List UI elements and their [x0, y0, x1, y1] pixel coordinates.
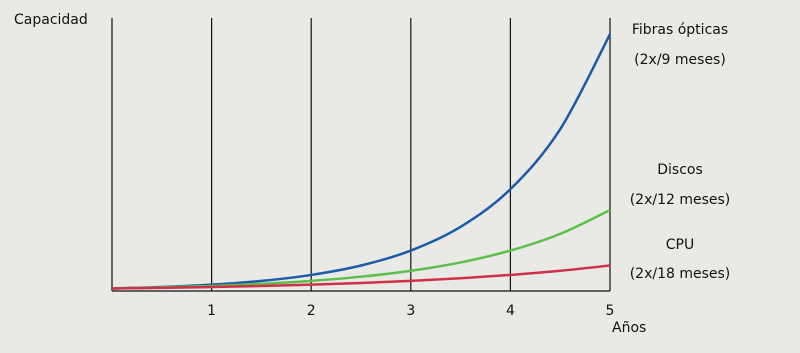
x-axis-label: Años	[612, 320, 646, 336]
x-tick-label: 4	[506, 303, 515, 319]
series-label: Discos	[657, 162, 703, 178]
series-rate: (2x/9 meses)	[634, 52, 726, 68]
x-tick-label: 2	[307, 303, 316, 319]
series-label: CPU	[666, 237, 694, 253]
x-tick-label: 3	[406, 303, 415, 319]
x-tick-label: 5	[606, 303, 615, 319]
series-line	[111, 33, 612, 290]
series-rate: (2x/12 meses)	[630, 192, 731, 208]
series-rate: (2x/18 meses)	[630, 266, 731, 282]
series-label: Fibras ópticas	[632, 22, 728, 38]
series-line	[111, 264, 611, 290]
series-line	[111, 208, 611, 290]
y-axis-label: Capacidad	[14, 12, 88, 28]
x-tick-label: 1	[207, 303, 216, 319]
